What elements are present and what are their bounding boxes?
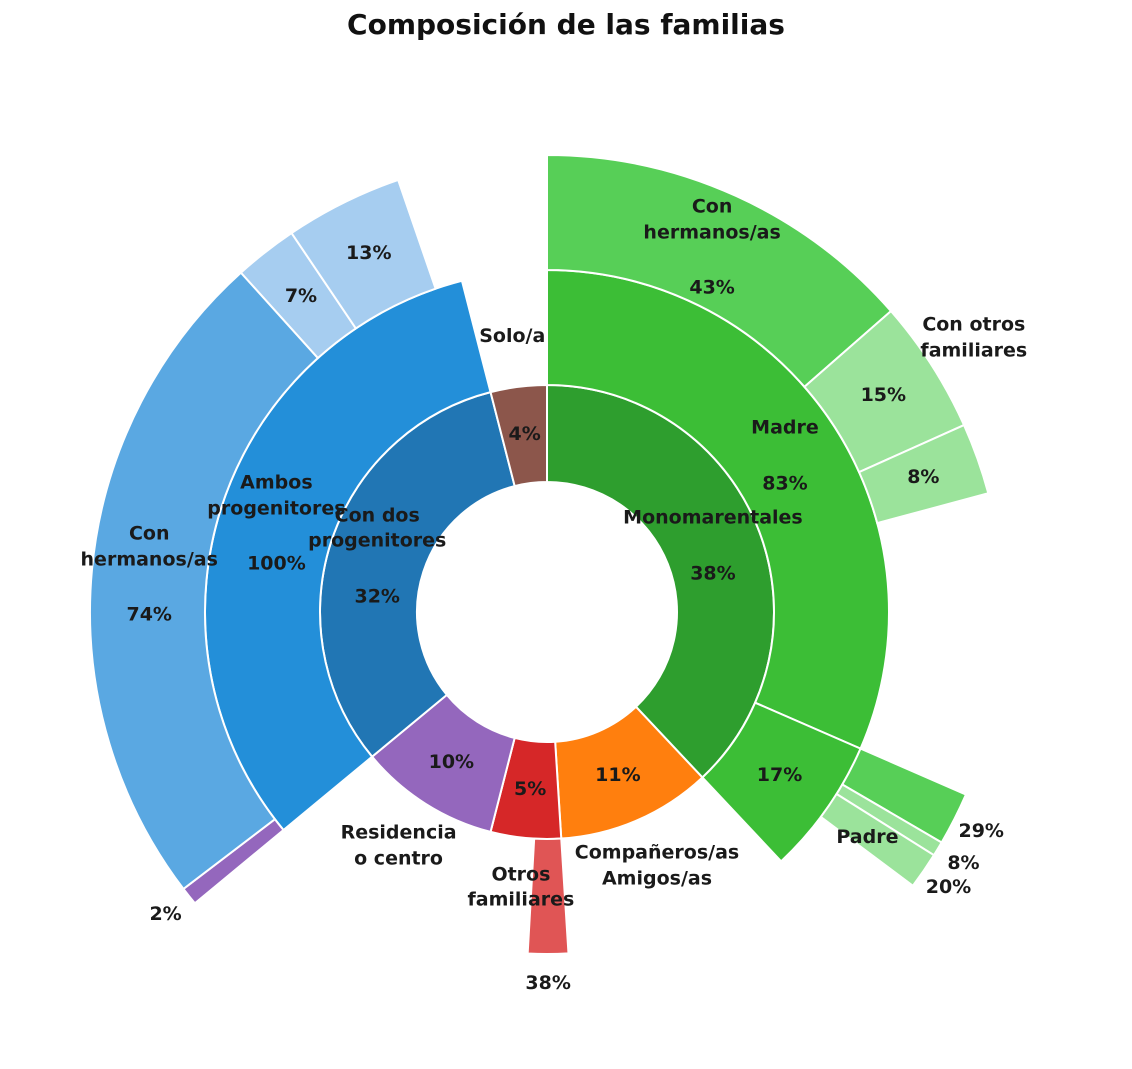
sunburst-segment: [819, 792, 936, 888]
segment-label: Con hermanos/as 74%: [81, 521, 218, 628]
segment-value: 4%: [508, 423, 541, 446]
segment-value: 13%: [346, 242, 392, 265]
sunburst-segment: [857, 423, 990, 525]
segment-value: 8%: [907, 466, 940, 489]
segment-value: 15%: [860, 384, 907, 407]
sunburst-segment: [489, 383, 548, 488]
segment-value: 8%: [947, 852, 980, 875]
segment-value: 7%: [284, 285, 318, 308]
sunburst-segment: [89, 271, 320, 891]
segment-name: Compañeros/as Amigos/as: [574, 841, 740, 890]
segment-name: Con hermanos/as: [643, 195, 781, 244]
segment-label: Con hermanos/as 43%: [643, 195, 780, 302]
segment-value: 5%: [514, 777, 547, 800]
segment-value: 17%: [756, 764, 803, 787]
segment-value: 83%: [762, 472, 808, 495]
segment-name: Residencia o centro: [340, 821, 457, 869]
segment-name: Padre: [836, 825, 899, 848]
segment-name: Monomarentales: [623, 506, 803, 529]
segment-name: Con dos progenitores: [308, 504, 447, 553]
chart-title: Composición de las familias: [347, 8, 785, 41]
segment-value: 2%: [149, 902, 182, 925]
segment-value: 32%: [354, 585, 400, 608]
segment-value: 11%: [595, 763, 641, 786]
segment-value: 29%: [958, 820, 1004, 843]
sunburst-segment: [290, 178, 437, 330]
segment-value: 100%: [247, 552, 306, 575]
segment-label: Monomarentales 38%: [623, 506, 803, 587]
segment-name: Otros familiares: [467, 863, 575, 911]
segment-value: 10%: [428, 750, 475, 773]
segment-value: 38%: [690, 562, 736, 585]
segment-name: Con otros familiares: [920, 313, 1028, 362]
segment-value: 74%: [126, 603, 172, 626]
segment-name: Madre: [751, 416, 819, 439]
segment-value: 43%: [689, 277, 735, 300]
segment-label: Madre 83%: [751, 415, 819, 496]
segment-label: Con dos progenitores 32%: [308, 503, 446, 610]
segment-value: 20%: [925, 875, 972, 898]
segment-name: Ambos progenitores: [207, 471, 346, 520]
segment-value: 38%: [525, 972, 571, 995]
segment-name: Con hermanos/as: [80, 522, 218, 571]
segment-label: Ambos progenitores 100%: [207, 471, 345, 578]
sunburst-segment: [526, 837, 570, 955]
segment-name: Solo/a: [479, 325, 546, 348]
